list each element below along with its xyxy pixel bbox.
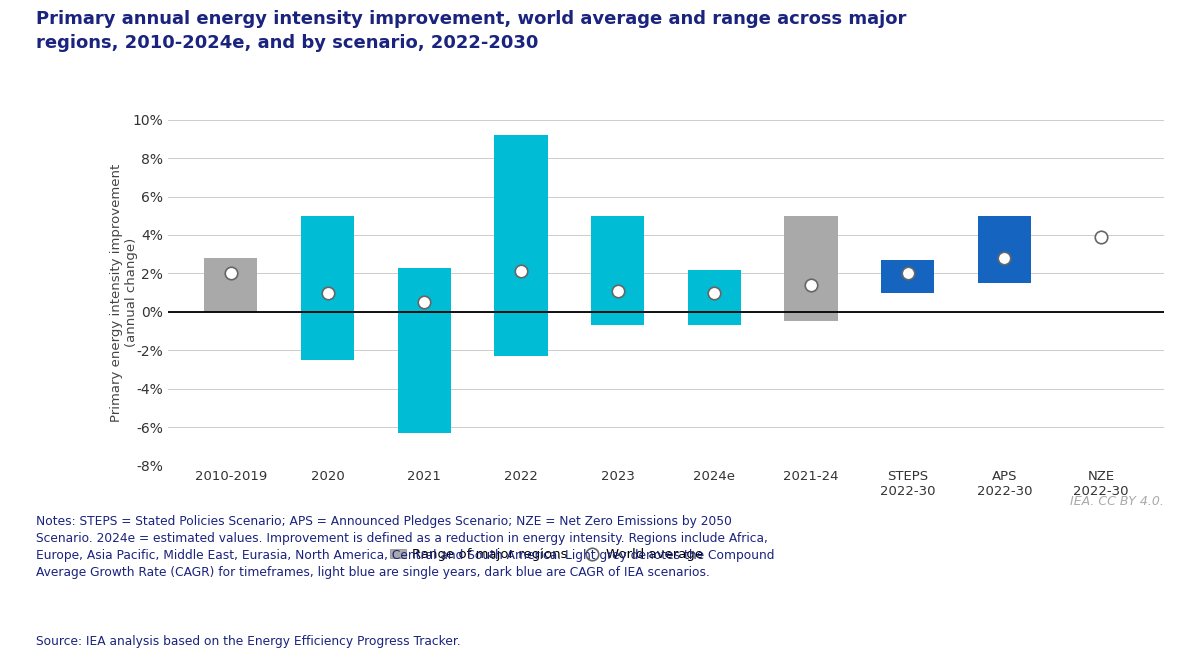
Bar	[301, 215, 354, 360]
Bar	[204, 258, 258, 312]
Bar	[785, 215, 838, 321]
Bar	[592, 215, 644, 325]
Text: Primary annual energy intensity improvement, world average and range across majo: Primary annual energy intensity improvem…	[36, 10, 906, 52]
Bar	[978, 215, 1031, 283]
Bar	[397, 267, 451, 433]
Text: IEA. CC BY 4.0.: IEA. CC BY 4.0.	[1070, 495, 1164, 509]
Bar	[881, 260, 935, 293]
Text: Source: IEA analysis based on the Energy Efficiency Progress Tracker.: Source: IEA analysis based on the Energy…	[36, 635, 461, 648]
Legend: Range of major regions, World average: Range of major regions, World average	[390, 548, 703, 561]
Bar	[494, 135, 547, 356]
Text: Notes: STEPS = Stated Policies Scenario; APS = Announced Pledges Scenario; NZE =: Notes: STEPS = Stated Policies Scenario;…	[36, 515, 774, 579]
Y-axis label: Primary energy intensity improvement
(annual change): Primary energy intensity improvement (an…	[110, 164, 138, 422]
Bar	[688, 269, 740, 325]
